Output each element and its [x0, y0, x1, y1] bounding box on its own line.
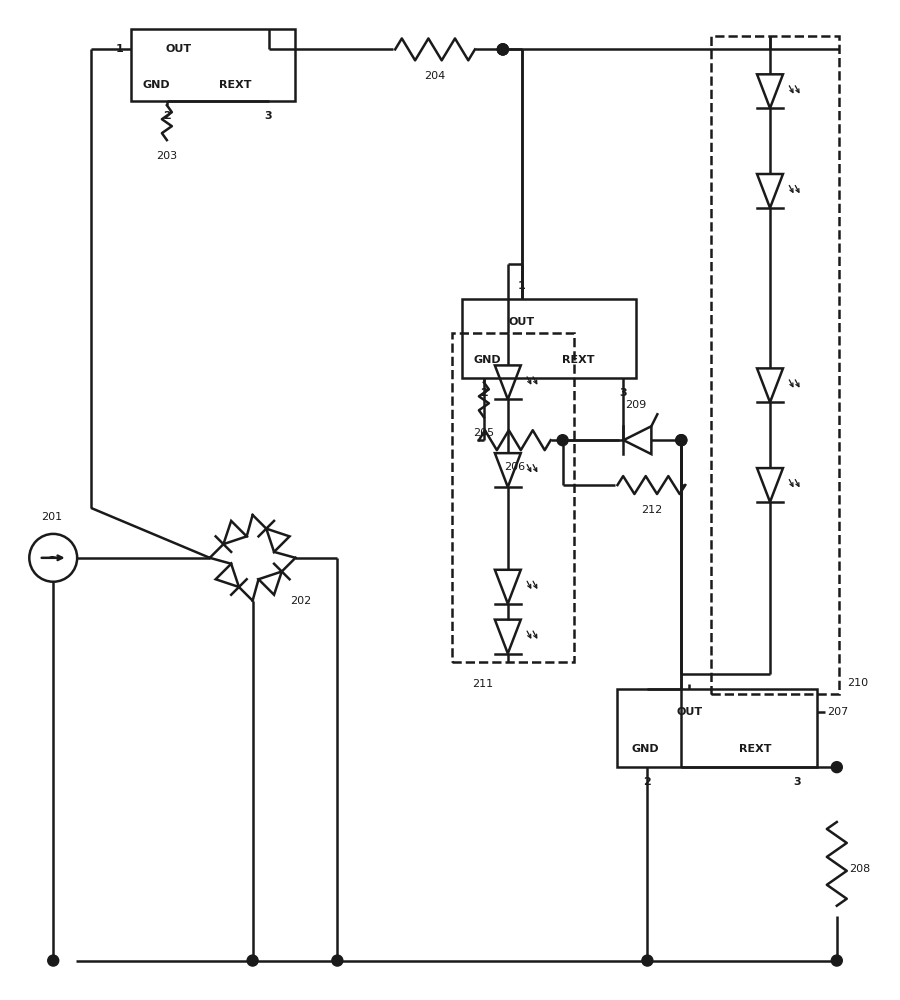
Circle shape	[48, 955, 58, 966]
Circle shape	[498, 44, 508, 55]
Text: ~: ~	[46, 549, 60, 567]
Text: 211: 211	[472, 679, 493, 689]
Circle shape	[498, 44, 508, 55]
Text: GND: GND	[474, 355, 501, 365]
Text: GND: GND	[632, 744, 659, 754]
Text: 1: 1	[115, 44, 123, 54]
Text: 206: 206	[504, 462, 526, 472]
Text: 2: 2	[480, 388, 488, 398]
Bar	[711, 36, 839, 694]
Circle shape	[676, 435, 687, 446]
Text: 1: 1	[518, 281, 526, 291]
Text: 205: 205	[473, 428, 494, 438]
Text: OUT: OUT	[166, 44, 192, 54]
Text: OUT: OUT	[508, 317, 535, 327]
Text: 2: 2	[644, 777, 652, 787]
Text: 203: 203	[157, 151, 177, 161]
Text: 208: 208	[849, 864, 870, 874]
Text: OUT: OUT	[676, 707, 702, 717]
Text: 3: 3	[265, 111, 273, 121]
Text: 207: 207	[827, 707, 848, 717]
Text: 209: 209	[625, 400, 646, 410]
Circle shape	[832, 762, 842, 773]
Circle shape	[557, 435, 568, 446]
Text: REXT: REXT	[562, 355, 594, 365]
Bar	[617, 689, 817, 767]
Text: 212: 212	[641, 505, 662, 515]
Circle shape	[676, 435, 687, 446]
Circle shape	[498, 44, 508, 55]
Text: 2: 2	[163, 111, 171, 121]
Bar	[452, 333, 573, 662]
Text: GND: GND	[143, 80, 171, 90]
Text: 210: 210	[847, 678, 868, 688]
Bar	[131, 29, 295, 101]
Circle shape	[248, 955, 258, 966]
Circle shape	[832, 955, 842, 966]
Text: 202: 202	[291, 596, 311, 606]
Text: 201: 201	[40, 512, 62, 522]
Bar	[462, 299, 636, 378]
Circle shape	[642, 955, 652, 966]
Text: REXT: REXT	[219, 80, 251, 90]
Text: REXT: REXT	[739, 744, 771, 754]
Text: 3: 3	[620, 388, 627, 398]
Text: 3: 3	[793, 777, 801, 787]
Circle shape	[332, 955, 343, 966]
Text: 204: 204	[425, 71, 446, 81]
